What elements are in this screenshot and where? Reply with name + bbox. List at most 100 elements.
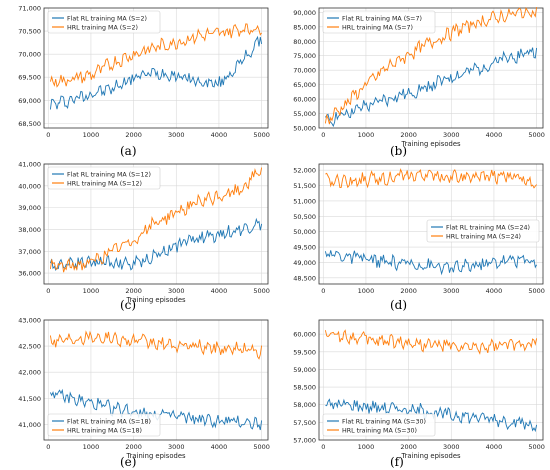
- legend-label: HRL training MA (S=18): [67, 427, 142, 434]
- y-tick-label: 38,000: [18, 226, 41, 234]
- series-line-hrl: [49, 330, 263, 360]
- x-axis-label: Training episodes: [400, 140, 461, 148]
- x-tick-label: 3000: [443, 287, 460, 295]
- caption-f: (f): [390, 455, 404, 469]
- chart-panel-f: 57,000 57,500 58,000 58,500 59,000 59,500 60,0…: [275, 312, 550, 468]
- plot-frame: [318, 319, 544, 441]
- legend-box: [322, 413, 436, 437]
- x-tick-label: 1000: [358, 131, 375, 139]
- y-tick-label: 65,000: [293, 81, 316, 89]
- y-tick-label: 60,000: [293, 331, 316, 339]
- y-tick-label: 70,000: [293, 67, 316, 75]
- y-tick-label: 71,000: [18, 5, 41, 13]
- x-tick-label: 1000: [358, 287, 375, 295]
- y-tick-label: 60,000: [293, 96, 316, 104]
- series-line-flat-rl: [49, 217, 263, 272]
- x-tick-label: 3000: [168, 131, 185, 139]
- legend-label: HRL training MA (S=2): [67, 24, 138, 31]
- y-tick-label: 40,000: [18, 182, 41, 190]
- caption-e: (e): [120, 455, 137, 469]
- x-tick-label: 0: [46, 131, 50, 139]
- x-axis-label: Training episodes: [400, 452, 461, 460]
- x-tick-label: 2000: [400, 287, 417, 295]
- chart-e-svg: 41,000 41,500 42,000 42,500 43,000 0 1000 2000 3…: [18, 317, 270, 461]
- y-tick-label: 50,500: [293, 213, 316, 221]
- legend-label: HRL training MA (S=7): [342, 24, 413, 31]
- chart-panel-d: 48,500 49,000 49,500 50,000 50,500 51,000 51,5…: [275, 156, 550, 312]
- x-tick-label: 4000: [486, 131, 503, 139]
- y-tick-label: 43,000: [18, 317, 41, 325]
- legend-label: Flat RL training MA (S=18): [67, 418, 151, 425]
- y-tick-label: 39,000: [18, 204, 41, 212]
- caption-c: (c): [120, 298, 137, 312]
- x-tick-label: 3000: [168, 287, 185, 295]
- y-tick-label: 69,000: [18, 97, 41, 105]
- x-tick-label: 4000: [211, 131, 228, 139]
- y-tick-label: 55,000: [293, 110, 316, 118]
- x-tick-label: 5000: [253, 443, 270, 451]
- x-tick-label: 5000: [253, 131, 270, 139]
- x-tick-label: 4000: [211, 287, 228, 295]
- caption-d: (d): [390, 298, 408, 312]
- legend-label: Flat RL training MA (S=7): [342, 15, 422, 22]
- x-tick-label: 1000: [83, 287, 100, 295]
- x-axis-label: Training episodes: [125, 296, 186, 304]
- plot-frame: [43, 7, 269, 129]
- y-tick-label: 52,000: [293, 167, 316, 175]
- legend-label: Flat RL training MA (S=30): [342, 418, 426, 425]
- legend-label: Flat RL training MA (S=2): [67, 15, 147, 22]
- x-tick-label: 0: [46, 287, 50, 295]
- plot-frame: [318, 7, 544, 129]
- y-tick-label: 70,000: [18, 51, 41, 59]
- y-tick-label: 57,500: [293, 419, 316, 427]
- y-tick-label: 41,000: [18, 421, 41, 429]
- chart-d-svg: 48,500 49,000 49,500 50,000 50,500 51,000 51,5…: [293, 163, 545, 295]
- chart-b-svg: 50,000 55,000 60,000 65,000 70,000 75,000 80,0…: [293, 6, 545, 148]
- x-tick-label: 4000: [211, 443, 228, 451]
- series-line-hrl: [324, 329, 538, 355]
- x-tick-label: 5000: [528, 131, 545, 139]
- x-tick-label: 2000: [125, 131, 142, 139]
- y-tick-label: 58,500: [293, 384, 316, 392]
- y-tick-label: 48,500: [293, 274, 316, 282]
- series-line-flat-rl: [325, 398, 538, 433]
- y-tick-label: 58,000: [293, 401, 316, 409]
- x-tick-label: 3000: [443, 131, 460, 139]
- legend-label: HRL training MA (S=24): [446, 233, 521, 240]
- legend-label: Flat RL training MA (S=12): [67, 171, 151, 178]
- y-tick-label: 59,500: [293, 348, 316, 356]
- y-tick-label: 75,000: [293, 52, 316, 60]
- x-tick-label: 0: [46, 443, 50, 451]
- series-line-flat-rl: [325, 47, 538, 128]
- series-line-flat-rl: [324, 250, 537, 276]
- series-line-hrl: [325, 168, 537, 189]
- legend-label: Flat RL training MA (S=24): [446, 224, 530, 231]
- series-line-hrl: [49, 23, 262, 88]
- y-tick-label: 50,000: [293, 228, 316, 236]
- x-tick-label: 1000: [358, 443, 375, 451]
- x-tick-label: 4000: [486, 287, 503, 295]
- series-line-hrl: [49, 167, 263, 273]
- y-tick-label: 49,500: [293, 244, 316, 252]
- x-tick-label: 0: [321, 443, 325, 451]
- x-tick-label: 1000: [83, 443, 100, 451]
- y-tick-label: 42,000: [18, 369, 41, 377]
- y-tick-label: 41,500: [18, 395, 41, 403]
- legend-label: HRL training MA (S=30): [342, 427, 417, 434]
- legend-box: [47, 413, 161, 437]
- y-tick-label: 80,000: [293, 38, 316, 46]
- y-tick-label: 51,500: [293, 182, 316, 190]
- plot-frame: [43, 319, 269, 441]
- legend-box: [47, 10, 161, 34]
- x-tick-label: 2000: [400, 443, 417, 451]
- y-tick-label: 51,000: [293, 197, 316, 205]
- y-tick-label: 59,000: [293, 366, 316, 374]
- x-tick-label: 5000: [528, 443, 545, 451]
- y-tick-label: 90,000: [293, 9, 316, 17]
- chart-c-svg: 36,000 37,000 38,000 39,000 40,000 41,000 0 100…: [18, 161, 270, 305]
- x-tick-label: 0: [321, 287, 325, 295]
- chart-panel-b: 50,000 55,000 60,000 65,000 70,000 75,000 80,0…: [275, 0, 550, 156]
- x-tick-label: 5000: [528, 287, 545, 295]
- y-tick-label: 42,500: [18, 343, 41, 351]
- series-line-hrl: [324, 6, 538, 125]
